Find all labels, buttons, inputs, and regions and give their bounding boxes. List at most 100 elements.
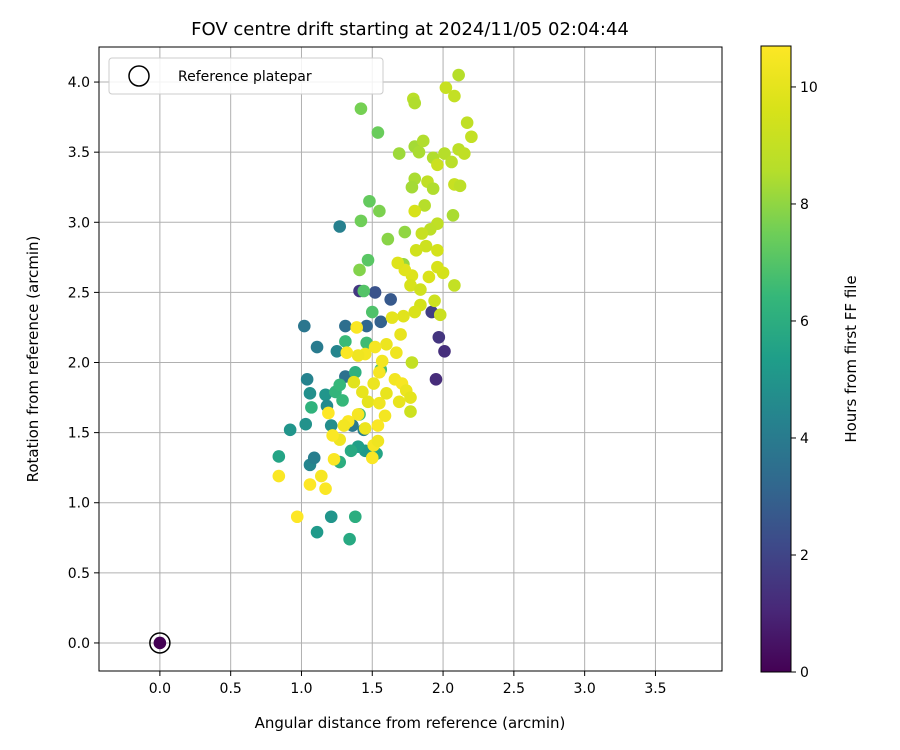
data-point <box>353 263 366 277</box>
data-point <box>350 321 363 334</box>
colorbar-label: Hours from first FF file <box>842 275 860 442</box>
colorbar <box>760 45 792 673</box>
data-point <box>392 147 406 160</box>
data-point <box>438 344 451 358</box>
legend-marker-icon <box>128 65 150 87</box>
data-point <box>310 340 324 354</box>
data-point <box>419 239 433 253</box>
data-point <box>431 260 444 274</box>
data-point <box>429 373 443 386</box>
data-point <box>433 308 447 322</box>
data-point <box>371 126 385 139</box>
y-tick-label: 1.5 <box>68 426 90 442</box>
x-tick-label: 1.5 <box>361 681 383 697</box>
data-point <box>422 270 436 284</box>
data-point <box>426 182 440 195</box>
data-point <box>305 401 318 414</box>
data-point <box>398 225 412 239</box>
x-tick-label: 2.5 <box>503 681 525 697</box>
data-point <box>365 305 379 319</box>
data-point <box>358 422 372 435</box>
colorbar-tick-label: 4 <box>800 431 809 447</box>
x-tick-label: 0.0 <box>149 681 171 697</box>
data-point <box>380 387 393 400</box>
plot-frame <box>98 46 723 672</box>
data-point <box>307 451 321 465</box>
data-point <box>303 478 317 491</box>
data-point <box>415 227 429 240</box>
data-point <box>452 68 465 82</box>
data-point <box>397 309 410 323</box>
data-point <box>351 408 365 421</box>
data-point <box>373 366 386 379</box>
x-tick-label: 1.0 <box>290 681 312 697</box>
data-point <box>299 417 313 431</box>
data-point <box>439 81 453 94</box>
data-point <box>272 469 286 483</box>
data-point <box>404 279 417 292</box>
reference-platepar-marker <box>149 632 171 654</box>
data-point <box>368 340 382 354</box>
data-point <box>283 423 297 437</box>
legend-label: Reference platepar <box>178 69 312 85</box>
data-point <box>303 387 317 400</box>
data-point <box>153 636 167 650</box>
reference-marker <box>149 632 171 654</box>
data-point <box>339 319 352 333</box>
data-point <box>392 395 406 409</box>
data-point <box>380 337 393 351</box>
y-tick-label: 0.0 <box>68 636 90 652</box>
colorbar-tick-label: 8 <box>800 197 809 213</box>
data-point <box>374 315 388 329</box>
colorbar-tick-label: 2 <box>800 548 809 564</box>
data-point <box>327 452 341 466</box>
data-point <box>404 405 417 418</box>
y-tick-label: 1.0 <box>68 496 90 512</box>
data-point <box>319 388 332 402</box>
data-point <box>360 319 373 333</box>
colorbar-tick-label: 10 <box>800 80 818 96</box>
data-point <box>408 96 422 110</box>
data-point <box>414 283 427 296</box>
x-tick-label: 2.0 <box>432 681 454 697</box>
data-point <box>300 373 314 386</box>
data-point <box>368 286 382 299</box>
data-point <box>448 279 461 292</box>
data-point <box>409 244 423 257</box>
legend: Reference platepar <box>108 57 384 95</box>
data-point <box>361 253 375 267</box>
data-point <box>343 532 356 546</box>
data-point <box>272 450 286 463</box>
data-point <box>351 349 365 362</box>
data-point <box>326 429 339 442</box>
data-point <box>322 406 335 420</box>
data-point <box>446 208 460 222</box>
data-point <box>431 244 444 257</box>
y-axis-label: Rotation from reference (arcmin) <box>24 236 42 483</box>
data-point <box>378 409 392 423</box>
data-point <box>333 220 347 233</box>
data-point <box>438 147 451 160</box>
data-point <box>348 366 362 379</box>
data-point <box>405 356 419 369</box>
data-point <box>428 294 441 308</box>
data-point <box>431 158 444 172</box>
data-point <box>432 330 446 344</box>
data-point <box>298 319 311 333</box>
x-tick-label: 0.5 <box>220 681 242 697</box>
data-point <box>340 346 354 359</box>
data-point <box>347 375 361 389</box>
data-point <box>418 199 431 212</box>
data-point <box>385 311 399 324</box>
data-point <box>390 346 403 359</box>
data-point <box>460 116 474 130</box>
data-point <box>314 469 328 483</box>
data-point <box>310 525 324 539</box>
data-point <box>324 419 338 432</box>
data-point <box>330 344 344 358</box>
x-tick-label: 3.5 <box>644 681 666 697</box>
data-point <box>384 293 397 306</box>
data-point <box>361 395 375 409</box>
data-point <box>412 145 426 159</box>
data-point <box>375 354 389 368</box>
